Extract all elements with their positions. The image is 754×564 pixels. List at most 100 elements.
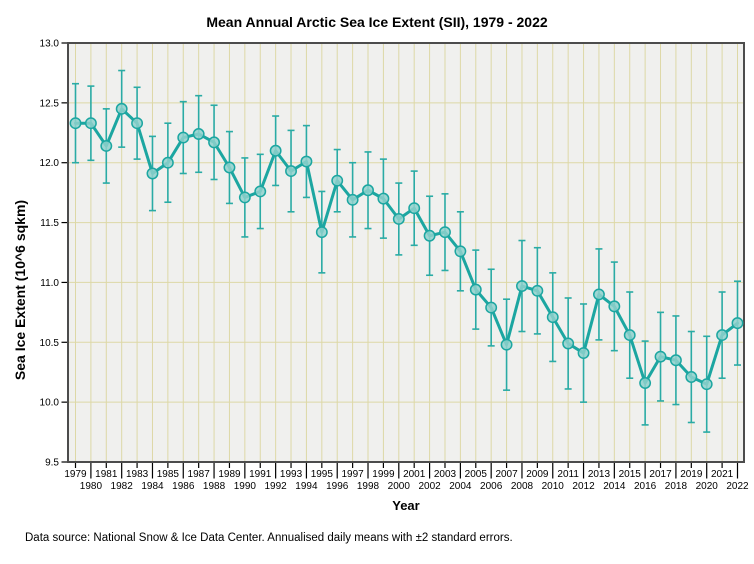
x-tick-label: 1998 bbox=[357, 481, 380, 492]
data-point-marker bbox=[654, 350, 667, 363]
x-tick-label: 2001 bbox=[403, 469, 426, 480]
x-tick-label: 1989 bbox=[218, 469, 241, 480]
data-point-marker bbox=[608, 300, 621, 313]
y-tick-label: 11.0 bbox=[40, 278, 59, 289]
y-axis-title: Sea Ice Extent (10^6 sqkm) bbox=[12, 200, 28, 380]
data-point-marker bbox=[669, 354, 682, 367]
y-tick-label: 12.0 bbox=[40, 158, 60, 169]
data-point-marker bbox=[131, 117, 144, 130]
data-point-marker bbox=[639, 377, 652, 389]
y-tick-label: 13.0 bbox=[40, 39, 60, 50]
data-point-marker bbox=[269, 144, 282, 157]
x-tick-label: 2020 bbox=[696, 481, 719, 492]
x-tick-label: 1995 bbox=[311, 469, 334, 480]
x-tick-label: 2013 bbox=[588, 469, 611, 480]
x-tick-label: 1990 bbox=[234, 481, 257, 492]
data-point-marker bbox=[546, 311, 559, 324]
data-point-marker bbox=[623, 329, 636, 342]
data-point-marker bbox=[531, 284, 544, 297]
data-point-marker bbox=[223, 161, 236, 174]
x-tick-label: 1993 bbox=[280, 469, 303, 480]
x-tick-label: 2012 bbox=[572, 481, 595, 492]
data-point-marker bbox=[469, 283, 482, 296]
x-tick-label: 2002 bbox=[418, 481, 441, 492]
data-point-marker bbox=[362, 184, 374, 197]
data-point-marker bbox=[439, 226, 451, 239]
x-tick-label: 1992 bbox=[265, 481, 288, 492]
plot-frame bbox=[67, 42, 745, 463]
data-point-marker bbox=[454, 245, 467, 258]
x-tick-label: 2006 bbox=[480, 481, 503, 492]
data-point-marker bbox=[69, 117, 82, 130]
data-point-marker bbox=[84, 117, 97, 130]
x-tick-label: 1982 bbox=[111, 481, 134, 492]
data-point-marker bbox=[423, 229, 436, 242]
data-point-marker bbox=[146, 167, 159, 180]
x-tick-label: 1984 bbox=[141, 481, 164, 492]
x-tick-label: 1979 bbox=[64, 469, 87, 480]
x-tick-label: 2018 bbox=[665, 481, 688, 492]
data-point-marker bbox=[731, 317, 744, 330]
data-point-marker bbox=[254, 185, 267, 198]
data-point-marker bbox=[562, 337, 575, 350]
data-point-marker bbox=[161, 156, 174, 169]
data-point-marker bbox=[377, 192, 390, 205]
y-tick-label: 9.5 bbox=[45, 458, 59, 469]
plot-layer: 1979198019811982198319841985198619871988… bbox=[40, 39, 750, 493]
x-tick-label: 1985 bbox=[157, 469, 180, 480]
data-source-footnote: Data source: National Snow & Ice Data Ce… bbox=[25, 532, 513, 544]
data-point-marker bbox=[300, 155, 313, 168]
x-tick-label: 2021 bbox=[711, 469, 734, 480]
data-point-marker bbox=[177, 131, 190, 144]
x-tick-label: 2022 bbox=[726, 481, 749, 492]
data-point-marker bbox=[331, 174, 344, 187]
y-tick-label: 10.0 bbox=[40, 398, 60, 409]
data-point-marker bbox=[716, 329, 729, 342]
chart-title: Mean Annual Arctic Sea Ice Extent (SII),… bbox=[206, 14, 548, 30]
x-tick-label: 2015 bbox=[619, 469, 642, 480]
x-tick-label: 2017 bbox=[649, 469, 672, 480]
x-tick-label: 2009 bbox=[526, 469, 549, 480]
data-point-marker bbox=[485, 301, 498, 314]
x-tick-label: 1987 bbox=[188, 469, 211, 480]
data-point-marker bbox=[208, 136, 221, 149]
x-tick-label: 1986 bbox=[172, 481, 195, 492]
x-tick-label: 2019 bbox=[680, 469, 703, 480]
data-point-marker bbox=[238, 191, 251, 204]
data-point-marker bbox=[500, 338, 513, 351]
x-tick-label: 2004 bbox=[449, 481, 472, 492]
data-point-marker bbox=[577, 347, 590, 360]
data-point-marker bbox=[115, 102, 128, 115]
data-point-marker bbox=[408, 202, 421, 215]
x-tick-label: 1981 bbox=[95, 469, 118, 480]
x-tick-label: 2008 bbox=[511, 481, 534, 492]
data-point-marker bbox=[192, 128, 205, 140]
x-tick-label: 2016 bbox=[634, 481, 657, 492]
x-tick-label: 1996 bbox=[326, 481, 349, 492]
x-tick-label: 1983 bbox=[126, 469, 149, 480]
x-tick-label: 2011 bbox=[557, 469, 579, 480]
x-tick-label: 2010 bbox=[542, 481, 565, 492]
x-tick-label: 2003 bbox=[434, 469, 457, 480]
x-tick-label: 2000 bbox=[388, 481, 411, 492]
data-point-marker bbox=[392, 213, 405, 225]
y-tick-label: 12.5 bbox=[40, 98, 60, 109]
data-point-marker bbox=[685, 371, 698, 383]
x-tick-label: 1991 bbox=[249, 469, 272, 480]
x-axis-title: Year bbox=[392, 498, 419, 513]
y-tick-label: 10.5 bbox=[40, 338, 60, 349]
x-tick-label: 2014 bbox=[603, 481, 626, 492]
x-tick-label: 1999 bbox=[372, 469, 395, 480]
data-point-marker bbox=[100, 140, 113, 152]
data-point-marker bbox=[700, 378, 713, 391]
plot-area bbox=[68, 43, 744, 462]
x-tick-label: 2007 bbox=[495, 469, 518, 480]
y-tick-label: 11.5 bbox=[40, 218, 59, 229]
data-point-marker bbox=[285, 165, 297, 178]
x-tick-label: 1997 bbox=[341, 469, 364, 480]
x-tick-label: 1980 bbox=[80, 481, 103, 492]
data-point-marker bbox=[592, 288, 605, 301]
x-tick-label: 1994 bbox=[295, 481, 318, 492]
x-tick-label: 1988 bbox=[203, 481, 226, 492]
